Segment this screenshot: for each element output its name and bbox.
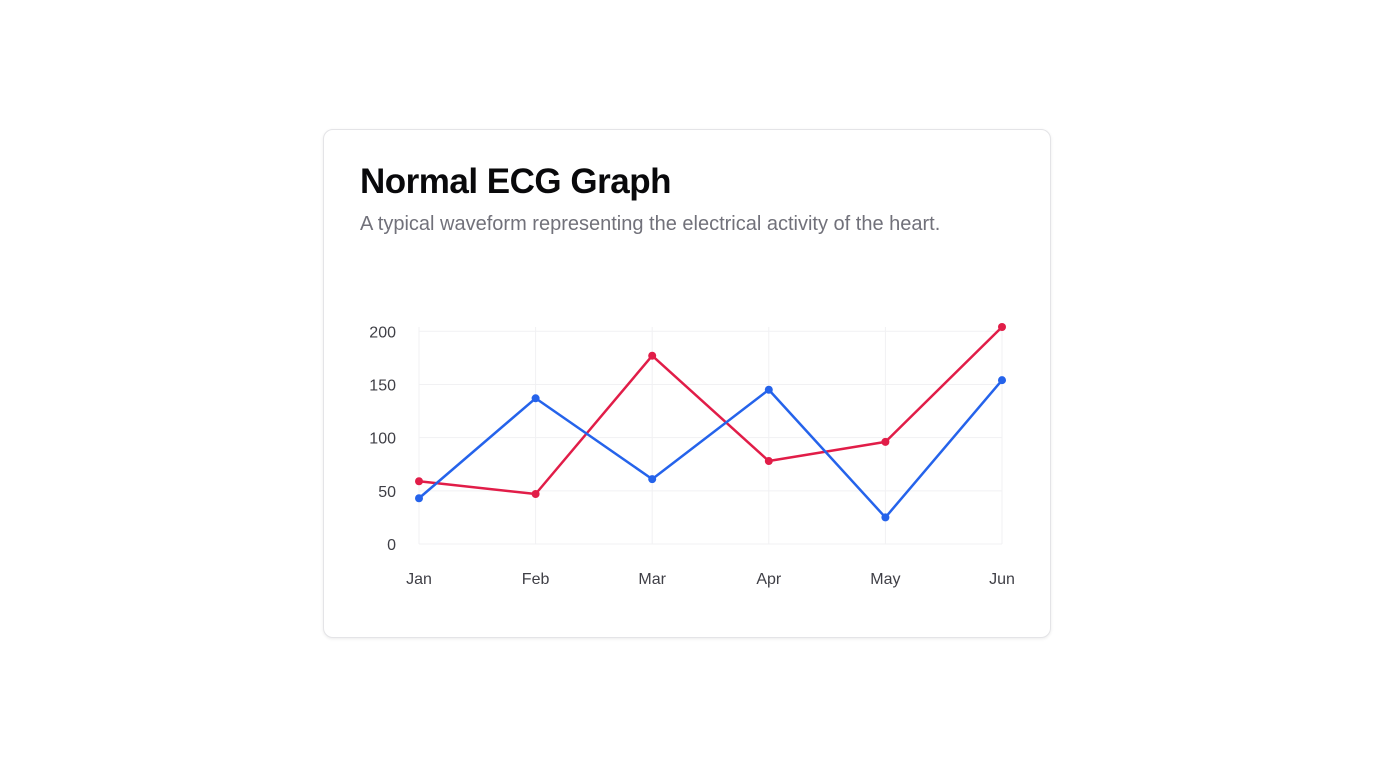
data-point[interactable] bbox=[415, 477, 423, 486]
series-1 bbox=[415, 376, 1006, 522]
axis-labels: 0 50 100 150 200 Jan Feb Mar Apr May Jun bbox=[369, 324, 1015, 588]
series-lines bbox=[415, 323, 1006, 522]
data-point[interactable] bbox=[998, 376, 1006, 385]
y-tick-label: 150 bbox=[369, 377, 396, 394]
data-point[interactable] bbox=[531, 490, 540, 499]
card-title: Normal ECG Graph bbox=[360, 162, 671, 201]
data-point[interactable] bbox=[764, 385, 773, 394]
chart-card: Normal ECG Graph A typical waveform repr… bbox=[323, 129, 1051, 638]
y-tick-label: 50 bbox=[378, 484, 396, 501]
x-tick-label: Jan bbox=[406, 571, 432, 588]
x-tick-label: Jun bbox=[989, 571, 1015, 588]
data-point[interactable] bbox=[648, 475, 657, 484]
data-point[interactable] bbox=[881, 437, 890, 446]
grid-lines bbox=[418, 327, 1003, 545]
y-tick-label: 0 bbox=[387, 537, 396, 554]
line-chart: 0 50 100 150 200 Jan Feb Mar Apr May Jun bbox=[369, 323, 1015, 588]
series-0 bbox=[415, 323, 1006, 499]
data-point[interactable] bbox=[998, 323, 1006, 331]
data-point[interactable] bbox=[415, 494, 423, 503]
x-tick-label: May bbox=[870, 571, 900, 588]
x-tick-label: Mar bbox=[638, 571, 666, 588]
data-point[interactable] bbox=[881, 513, 890, 522]
data-point[interactable] bbox=[531, 394, 540, 403]
series-line bbox=[417, 325, 1004, 496]
data-point[interactable] bbox=[648, 351, 657, 360]
card-subtitle: A typical waveform representing the elec… bbox=[360, 213, 941, 235]
y-tick-label: 200 bbox=[369, 324, 396, 341]
series-line bbox=[417, 378, 1004, 519]
y-tick-label: 100 bbox=[369, 431, 396, 448]
data-point[interactable] bbox=[764, 457, 773, 466]
x-tick-label: Apr bbox=[756, 571, 782, 588]
x-tick-label: Feb bbox=[522, 571, 550, 588]
